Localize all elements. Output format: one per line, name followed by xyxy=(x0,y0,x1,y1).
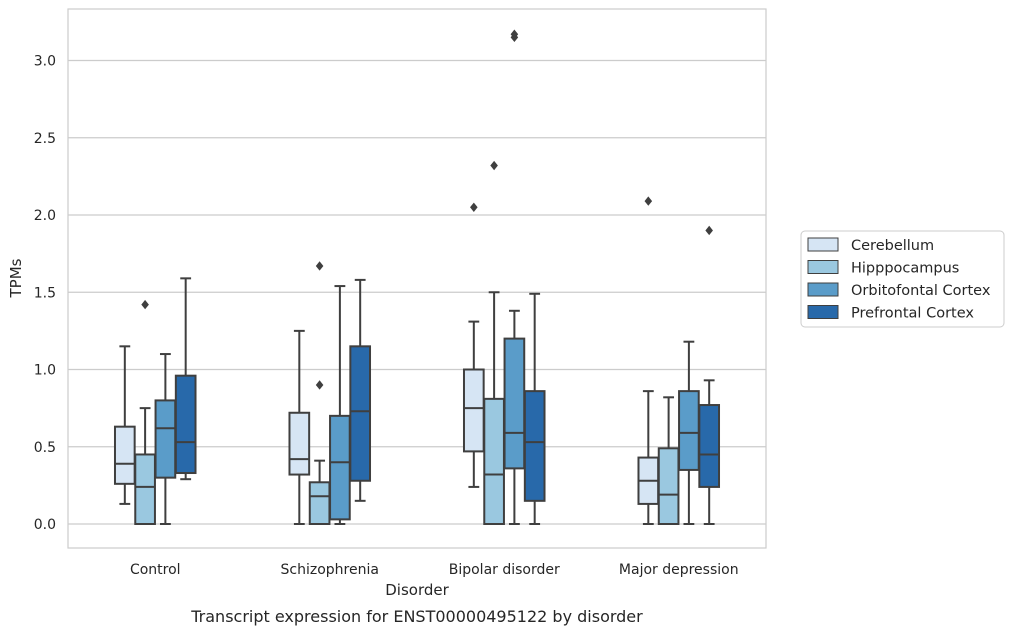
box xyxy=(308,261,331,526)
box-body xyxy=(134,453,156,526)
outlier-point xyxy=(644,196,653,206)
box xyxy=(174,277,197,481)
outlier-point xyxy=(510,29,519,39)
legend-label: Cerebellum xyxy=(851,238,934,254)
box xyxy=(657,396,680,526)
legend-frame xyxy=(800,230,1005,328)
box xyxy=(637,196,660,525)
chart-caption: Transcript expression for ENST0000049512… xyxy=(190,607,643,626)
y-tick-label: 3.0 xyxy=(34,54,56,70)
y-tick-label: 0.5 xyxy=(34,440,56,456)
legend-swatch xyxy=(807,305,839,319)
box xyxy=(523,292,546,525)
box xyxy=(503,29,526,525)
y-tick-label: 1.0 xyxy=(34,363,56,379)
y-tick-label: 1.5 xyxy=(34,285,56,301)
box xyxy=(329,285,351,525)
legend-swatch xyxy=(807,282,839,297)
box xyxy=(154,353,177,525)
outlier-point xyxy=(141,299,149,310)
legend-items: Cerebellum Hipppocampus Orbitofontal Corte… xyxy=(807,237,991,322)
box-body xyxy=(308,481,331,526)
x-tick-labels: Control Schizophrenia Bipolar disorder Majo… xyxy=(130,562,739,578)
plot-frame xyxy=(67,8,767,549)
outlier-point xyxy=(315,261,324,271)
box-body xyxy=(154,399,177,479)
box-body xyxy=(174,374,197,475)
box xyxy=(134,299,156,526)
box-body xyxy=(329,414,351,521)
y-tick-label: 0.0 xyxy=(34,517,56,533)
y-tick-labels: 0.0 0.5 1.0 1.5 2.0 2.5 3.0 xyxy=(34,54,56,534)
legend-label: Hipppocampus xyxy=(851,261,959,277)
box xyxy=(483,160,505,526)
legend-swatch xyxy=(807,260,839,274)
y-tick-label: 2.5 xyxy=(34,131,56,147)
box xyxy=(698,225,721,525)
x-tick-label: Bipolar disorder xyxy=(449,562,560,578)
box-body xyxy=(288,411,311,476)
x-tick-label: Major depression xyxy=(619,562,739,578)
legend: Cerebellum Hipppocampus Orbitofontal Corte… xyxy=(800,230,1005,328)
x-tick-label: Control xyxy=(130,562,181,578)
box xyxy=(349,278,372,502)
box-body xyxy=(483,397,505,526)
box xyxy=(462,202,485,488)
x-tick-label: Schizophrenia xyxy=(281,562,379,578)
box-body xyxy=(113,425,136,485)
x-axis-title: Disorder xyxy=(385,581,449,599)
outlier-point xyxy=(315,380,324,390)
box-body xyxy=(698,404,721,488)
legend-label: Orbitofontal Cortex xyxy=(851,283,991,299)
box-body xyxy=(349,345,372,482)
box-body xyxy=(503,337,526,470)
box-body xyxy=(462,368,485,453)
outlier-point xyxy=(490,160,498,171)
y-tick-label: 2.0 xyxy=(34,208,56,224)
y-axis-title: TPMs xyxy=(7,258,25,298)
outlier-point xyxy=(470,202,478,212)
outlier-point xyxy=(705,225,713,236)
box-groups xyxy=(113,29,721,526)
box-body xyxy=(523,390,546,502)
legend-swatch xyxy=(807,237,839,252)
box-body xyxy=(678,390,700,471)
legend-label: Prefrontal Cortex xyxy=(851,306,974,322)
box xyxy=(113,345,136,505)
box xyxy=(288,329,311,525)
box-body xyxy=(657,447,680,526)
